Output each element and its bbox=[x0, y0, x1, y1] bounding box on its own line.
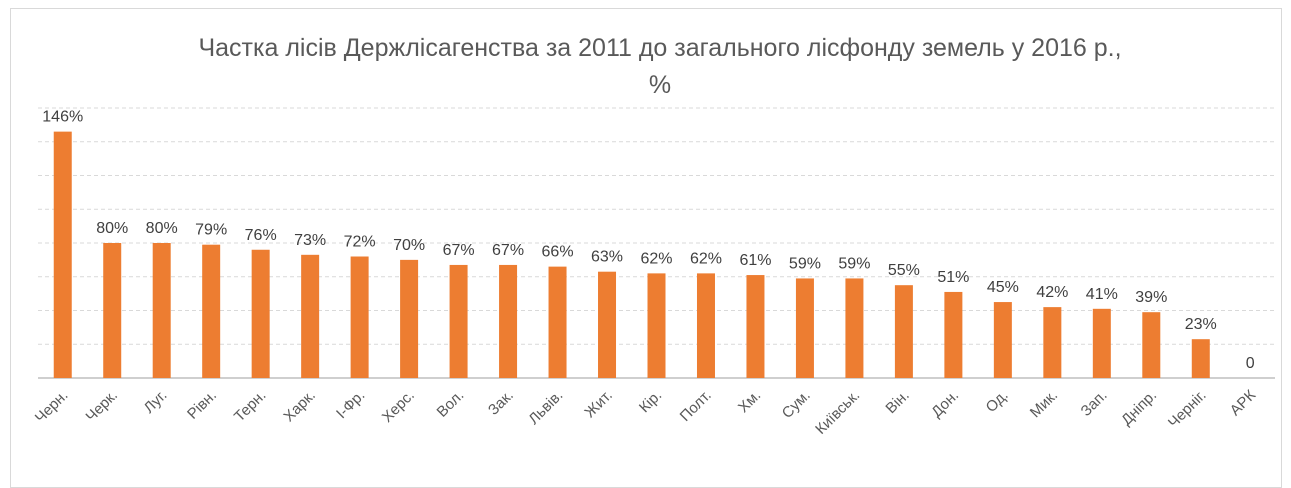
bar bbox=[696, 273, 715, 378]
bar bbox=[944, 291, 963, 378]
bar bbox=[400, 259, 419, 378]
bar bbox=[746, 275, 765, 378]
data-label: 51% bbox=[937, 269, 969, 286]
data-label: 0 bbox=[1246, 355, 1255, 372]
bar bbox=[103, 243, 122, 378]
x-tick-label: Черн. bbox=[32, 387, 72, 427]
x-tick-label: АРК bbox=[1227, 387, 1260, 420]
data-label: 62% bbox=[690, 250, 722, 267]
x-tick-label: Кір. bbox=[636, 387, 665, 416]
bar bbox=[53, 131, 72, 378]
data-label: 79% bbox=[195, 222, 227, 239]
data-label: 70% bbox=[393, 237, 425, 254]
bar bbox=[548, 266, 567, 378]
bar bbox=[1191, 339, 1210, 378]
bar bbox=[202, 244, 221, 378]
x-tick-label: Хм. bbox=[735, 387, 764, 416]
x-tick-label: Луг. bbox=[141, 387, 171, 417]
bar bbox=[598, 271, 617, 378]
data-label: 66% bbox=[542, 244, 574, 261]
data-label: 76% bbox=[245, 227, 277, 244]
bar bbox=[350, 256, 369, 378]
x-tick-label: Херс. bbox=[379, 387, 418, 426]
data-label: 62% bbox=[640, 250, 672, 267]
bar bbox=[449, 264, 468, 378]
data-label: 59% bbox=[838, 255, 870, 272]
bar bbox=[251, 249, 270, 378]
x-tick-label: Жит. bbox=[581, 387, 615, 421]
data-label: 146% bbox=[42, 109, 83, 126]
data-label: 73% bbox=[294, 232, 326, 249]
x-tick-label: Зак. bbox=[485, 387, 517, 419]
x-tick-label: Він. bbox=[882, 387, 912, 417]
data-label: 23% bbox=[1185, 316, 1217, 333]
data-label: 63% bbox=[591, 249, 623, 266]
data-label: 41% bbox=[1086, 286, 1118, 303]
data-label: 55% bbox=[888, 262, 920, 279]
data-label: 39% bbox=[1135, 289, 1167, 306]
bar bbox=[795, 278, 814, 378]
data-label: 80% bbox=[146, 220, 178, 237]
bar bbox=[845, 278, 864, 378]
bar bbox=[1043, 307, 1062, 378]
bar bbox=[993, 302, 1012, 378]
x-tick-label: Рівн. bbox=[184, 387, 220, 423]
data-label: 59% bbox=[789, 255, 821, 272]
x-tick-label: Черк. bbox=[83, 387, 121, 425]
data-label: 80% bbox=[96, 220, 128, 237]
chart: 146% Черн. 80% Черк. 80% Луг. 79% Рівн. 76% Терн.… bbox=[32, 107, 1275, 438]
x-tick-label: Дніпр. bbox=[1118, 387, 1160, 429]
bar bbox=[647, 273, 666, 378]
x-tick-label: Полт. bbox=[677, 387, 715, 425]
x-tick-label: Сум. bbox=[779, 387, 814, 422]
chart-title: Частка лісів Держлісагенства за 2011 до … bbox=[198, 34, 1122, 99]
data-label: 42% bbox=[1036, 284, 1068, 301]
bar bbox=[894, 285, 913, 378]
x-tick-label: Од. bbox=[983, 387, 1012, 416]
x-tick-label: Київськ. bbox=[812, 387, 863, 438]
x-tick-label: Вол. bbox=[434, 387, 468, 421]
bar bbox=[301, 254, 320, 378]
x-tick-label: Харк. bbox=[280, 387, 318, 425]
x-tick-label: Черніг. bbox=[1165, 387, 1210, 432]
x-tick-label: Зап. bbox=[1078, 387, 1111, 420]
x-tick-label: Львів. bbox=[525, 387, 566, 428]
data-label: 72% bbox=[344, 234, 376, 251]
x-tick-label: Мик. bbox=[1027, 387, 1061, 421]
x-tick-label: Терн. bbox=[231, 387, 270, 426]
bar bbox=[1142, 312, 1161, 378]
bar bbox=[152, 243, 171, 378]
bar bbox=[499, 264, 518, 378]
chart-container: 146% Черн. 80% Черк. 80% Луг. 79% Рівн. 76% Терн.… bbox=[10, 8, 1282, 488]
data-label: 61% bbox=[739, 252, 771, 269]
x-tick-label: І-Фр. bbox=[333, 387, 368, 422]
data-label: 67% bbox=[492, 242, 524, 259]
data-label: 45% bbox=[987, 279, 1019, 296]
bar bbox=[1092, 308, 1111, 378]
x-tick-label: Дон. bbox=[928, 387, 962, 421]
data-label: 67% bbox=[443, 242, 475, 259]
